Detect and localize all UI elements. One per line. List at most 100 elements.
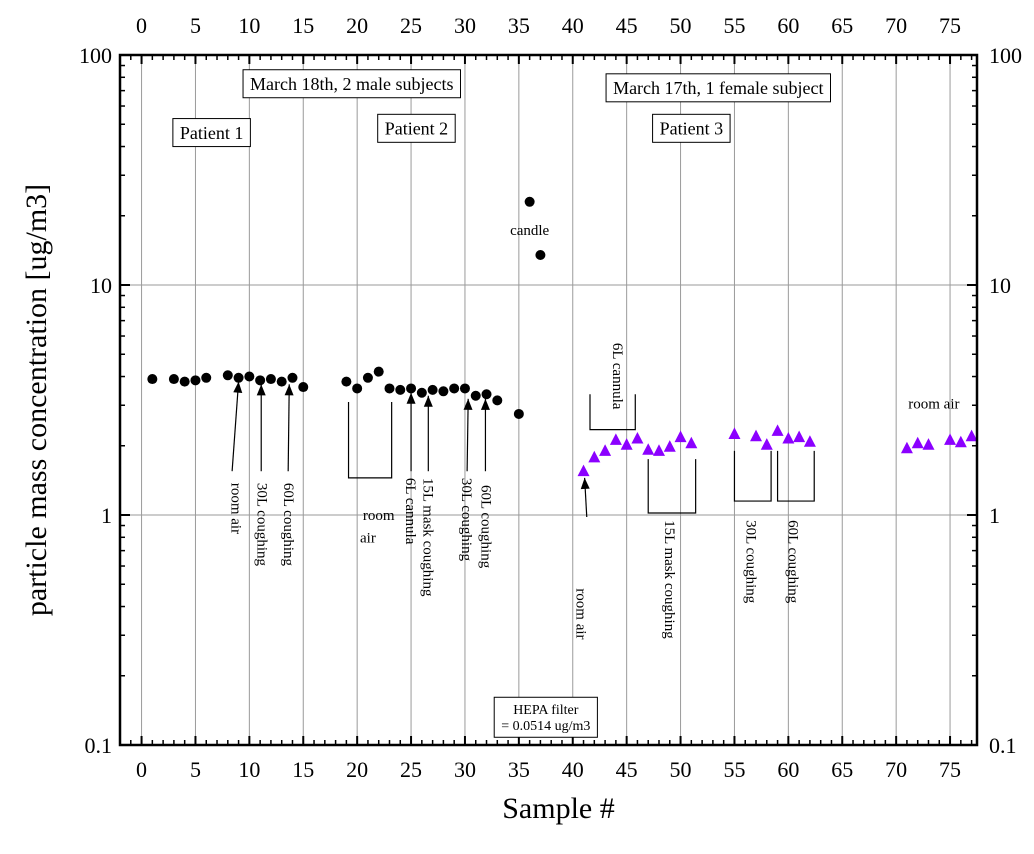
x-tick-label-top: 35 [508, 13, 530, 38]
data-point-circle [406, 383, 416, 393]
data-point-triangle [664, 440, 676, 452]
data-point-circle [514, 409, 524, 419]
data-point-triangle [588, 451, 600, 463]
annotation-label: 15L mask coughing [419, 478, 435, 597]
x-tick-label: 45 [616, 757, 638, 782]
annotation-box-text: = 0.0514 ug/m3 [501, 719, 590, 734]
annotation-arrowhead [424, 396, 433, 407]
annotation-arrowhead [481, 399, 490, 410]
x-tick-label: 65 [831, 757, 853, 782]
data-point-circle [449, 383, 459, 393]
annotation-bracket [349, 402, 392, 478]
plot-frame [120, 55, 977, 745]
x-tick-label: 10 [238, 757, 260, 782]
annotation-label: 6L cannula [609, 343, 625, 410]
data-point-circle [169, 374, 179, 384]
x-tick-label-top: 15 [292, 13, 314, 38]
data-point-circle [341, 377, 351, 387]
x-tick-label-top: 65 [831, 13, 853, 38]
data-point-circle [266, 374, 276, 384]
annotation-bracket [648, 459, 695, 513]
annotation-arrowhead [257, 384, 266, 395]
data-point-triangle [621, 438, 633, 450]
data-point-triangle [922, 438, 934, 450]
y-tick-label: 0.1 [85, 733, 113, 758]
data-point-triangle [782, 432, 794, 444]
data-point-triangle [599, 444, 611, 456]
data-point-triangle [728, 427, 740, 439]
data-point-triangle [750, 430, 762, 442]
data-point-triangle [761, 438, 773, 450]
data-point-triangle [578, 465, 590, 477]
annotation-box-text: Patient 1 [180, 123, 244, 143]
y-tick-label-right: 1 [989, 503, 1000, 528]
x-tick-label-top: 30 [454, 13, 476, 38]
data-point-circle [352, 383, 362, 393]
data-point-circle [234, 373, 244, 383]
data-point-circle [287, 373, 297, 383]
x-tick-label-top: 55 [723, 13, 745, 38]
grid-lines [120, 55, 977, 745]
annotation-box-text: March 18th, 2 male subjects [250, 74, 453, 94]
data-point-circle [374, 367, 384, 377]
x-tick-label: 60 [777, 757, 799, 782]
annotation-label: 6L cannula [402, 478, 418, 545]
annotation-box-text: Patient 3 [660, 119, 724, 139]
data-point-circle [460, 383, 470, 393]
data-point-circle [482, 389, 492, 399]
x-tick-label: 70 [885, 757, 907, 782]
x-tick-label: 55 [723, 757, 745, 782]
annotation-label: room air [227, 483, 243, 534]
annotation-box-text: Patient 2 [385, 119, 449, 139]
data-points [147, 197, 977, 476]
data-point-circle [384, 383, 394, 393]
x-tick-label: 15 [292, 757, 314, 782]
annotation-label: candle [510, 223, 549, 239]
annotation-label: 30L coughing [458, 478, 474, 562]
data-point-triangle [804, 435, 816, 447]
x-tick-label: 5 [190, 757, 201, 782]
annotation-label: air [360, 530, 376, 546]
data-point-triangle [901, 442, 913, 454]
data-point-circle [190, 375, 200, 385]
data-point-circle [147, 374, 157, 384]
data-point-circle [428, 385, 438, 395]
x-tick-label-top: 40 [562, 13, 584, 38]
data-point-triangle [772, 424, 784, 436]
annotation-label: 60L coughing [280, 483, 296, 567]
y-tick-label: 1 [101, 503, 112, 528]
x-tick-label: 50 [670, 757, 692, 782]
plot-border [120, 55, 977, 745]
data-point-circle [471, 391, 481, 401]
data-point-triangle [685, 437, 697, 449]
y-tick-label: 100 [79, 43, 112, 68]
data-point-circle [535, 250, 545, 260]
data-point-circle [255, 375, 265, 385]
y-tick-label-right: 0.1 [989, 733, 1017, 758]
data-point-circle [298, 382, 308, 392]
data-point-circle [395, 385, 405, 395]
annotation-arrowhead [233, 382, 242, 393]
x-tick-label-top: 10 [238, 13, 260, 38]
data-point-circle [417, 388, 427, 398]
annotation-label: room air [908, 397, 959, 413]
data-point-circle [277, 377, 287, 387]
y-tick-label: 10 [90, 273, 112, 298]
y-axis-title: particle mass concentration [ug/m3] [20, 184, 53, 616]
annotation-bracket [778, 451, 815, 501]
annotation-arrowhead [285, 384, 294, 395]
data-point-triangle [944, 433, 956, 445]
data-point-triangle [642, 443, 654, 455]
x-axis-title: Sample # [502, 792, 615, 825]
annotation-bracket [734, 451, 771, 501]
data-point-triangle [793, 431, 805, 443]
data-point-circle [223, 370, 233, 380]
x-tick-label: 20 [346, 757, 368, 782]
x-tick-label-top: 25 [400, 13, 422, 38]
x-tick-label-top: 75 [939, 13, 961, 38]
data-point-circle [438, 386, 448, 396]
x-tick-label: 40 [562, 757, 584, 782]
annotation-arrowhead [581, 478, 590, 489]
x-tick-label-top: 0 [136, 13, 147, 38]
x-tick-label-top: 60 [777, 13, 799, 38]
